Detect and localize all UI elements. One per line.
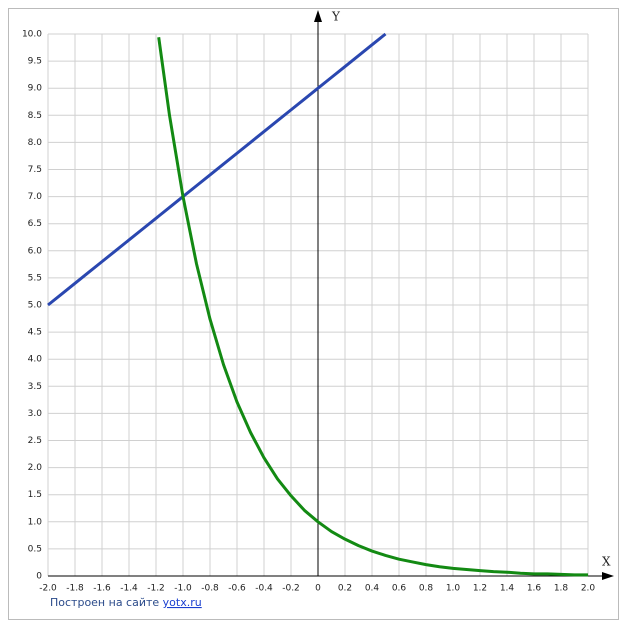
y-axis-label: Y (331, 10, 341, 24)
y-tick-label: 8.0 (28, 138, 43, 148)
source-text: Построен на сайте (50, 596, 159, 609)
x-tick-label: 1.6 (527, 584, 542, 594)
x-tick-label: 1.0 (446, 584, 461, 594)
x-arrow (602, 572, 614, 580)
x-tick-label: 0.8 (419, 584, 434, 594)
x-tick-label: 1.2 (473, 584, 487, 594)
x-tick-label: -1.2 (147, 584, 165, 594)
x-tick-label: -1.0 (174, 584, 192, 594)
source: Построен на сайте yotx.ru (50, 596, 202, 609)
frame (8, 8, 619, 620)
x-tick-label: 1.8 (554, 584, 569, 594)
y-tick-label: 0 (36, 572, 42, 582)
x-tick-label: 0 (315, 584, 321, 594)
x-tick-label: 1.4 (500, 584, 515, 594)
y-tick-label: 6.0 (28, 246, 43, 256)
y-tick-label: 1.5 (28, 490, 42, 500)
y-tick-label: 10.0 (22, 30, 42, 40)
y-tick-label: 9.5 (28, 57, 42, 67)
y-tick-label: 5.0 (28, 301, 43, 311)
x-tick-label: 0.6 (392, 584, 407, 594)
y-tick-label: 1.0 (28, 517, 43, 527)
y-tick-label: 0.5 (28, 544, 42, 554)
y-tick-label: 3.0 (28, 409, 43, 419)
series-line (157, 37, 588, 577)
x-tick-label: -1.6 (93, 584, 111, 594)
y-tick-label: 4.0 (28, 355, 43, 365)
series-line (47, 32, 387, 307)
y-tick-label: 7.5 (28, 165, 42, 175)
y-tick-label: 7.0 (28, 192, 43, 202)
y-tick-label: 2.0 (28, 463, 43, 473)
y-arrow (314, 10, 322, 22)
y-tick-label: 8.5 (28, 111, 42, 121)
source-link[interactable]: yotx.ru (163, 596, 202, 609)
x-tick-label: -0.8 (201, 584, 219, 594)
y-tick-label: 4.5 (28, 328, 42, 338)
x-tick-label: 2.0 (581, 584, 596, 594)
y-tick-label: 9.0 (28, 84, 43, 94)
x-tick-label: -0.4 (255, 584, 273, 594)
x-tick-label: -2.0 (39, 584, 57, 594)
x-tick-label: 0.4 (365, 584, 380, 594)
x-axis-label: X (602, 555, 611, 569)
y-tick-label: 3.5 (28, 382, 42, 392)
x-tick-label: -1.4 (120, 584, 138, 594)
x-tick-label: -0.2 (282, 584, 300, 594)
x-tick-label: -0.6 (228, 584, 246, 594)
y-tick-label: 6.5 (28, 219, 42, 229)
y-tick-label: 5.5 (28, 273, 42, 283)
x-tick-label: 0.2 (338, 584, 352, 594)
x-tick-label: -1.8 (66, 584, 84, 594)
y-tick-label: 2.5 (28, 436, 42, 446)
